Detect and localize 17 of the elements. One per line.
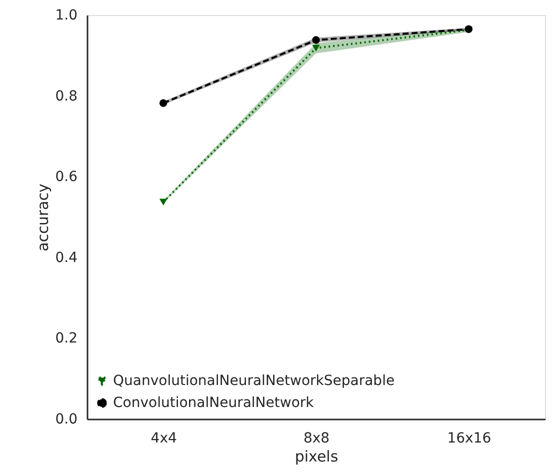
legend-label: ConvolutionalNeuralNetwork bbox=[113, 395, 315, 411]
y-tick-label: 0.6 bbox=[55, 169, 78, 186]
point bbox=[159, 99, 168, 107]
point bbox=[159, 198, 168, 206]
y-tick-label: 1.0 bbox=[55, 8, 78, 24]
legend-label: QuanvolutionalNeuralNetworkSeparable bbox=[113, 373, 395, 389]
y-tick-label: 0.8 bbox=[55, 88, 78, 104]
x-tick-label: 8x8 bbox=[303, 430, 330, 446]
point bbox=[312, 44, 320, 52]
y-axis-title: accuracy bbox=[34, 184, 52, 252]
x-axis-title: pixels bbox=[294, 448, 338, 466]
x-tick-label: 4x4 bbox=[150, 430, 177, 446]
x-tick-label: 16x16 bbox=[447, 430, 492, 446]
y-tick-label: 0.2 bbox=[55, 330, 78, 347]
y-tick-label: 0.0 bbox=[55, 412, 78, 428]
y-tick-label: 0.4 bbox=[55, 250, 78, 266]
point bbox=[312, 36, 320, 44]
